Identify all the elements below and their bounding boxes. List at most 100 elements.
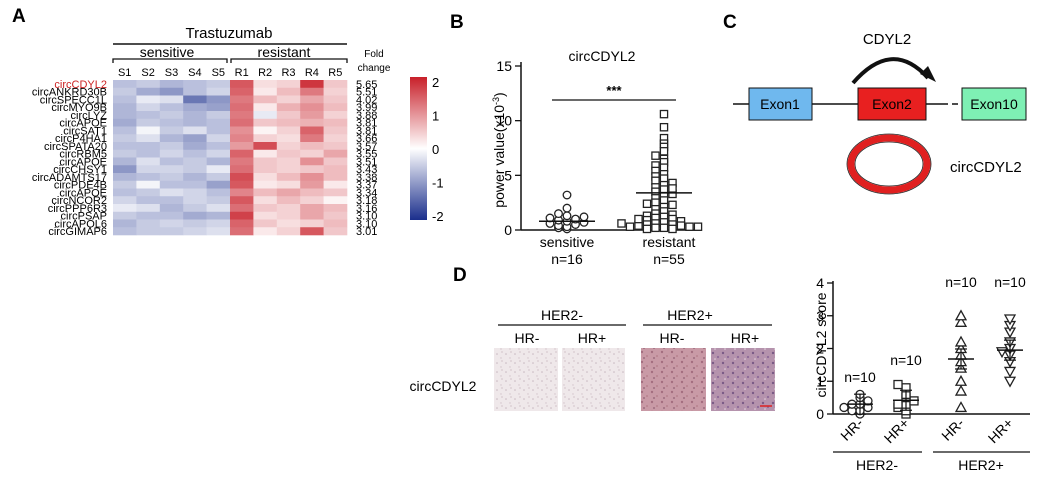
heatmap-cell bbox=[113, 111, 137, 120]
heatmap-cell bbox=[300, 157, 324, 166]
group-n-resistant: n=55 bbox=[653, 251, 685, 267]
heatmap-cell bbox=[206, 188, 231, 197]
heatmap-cell bbox=[183, 188, 207, 197]
heatmap-cell bbox=[136, 219, 161, 228]
heatmap-row-label: circNCOR2 bbox=[51, 195, 107, 207]
heatmap-cell bbox=[253, 111, 278, 120]
heatmap-col-label: R4 bbox=[305, 67, 319, 79]
heatmap-cell bbox=[253, 219, 278, 228]
heatmap-cell bbox=[300, 80, 324, 89]
heatmap-cell bbox=[206, 196, 231, 205]
heatmap-cell bbox=[300, 134, 324, 143]
scatter-d-ylabel: circCDYL2 score bbox=[813, 292, 829, 397]
ihc-row-label: circCDYL2 bbox=[410, 378, 477, 394]
heatmap-cell bbox=[183, 103, 207, 112]
heatmap-row-label: circSAT1 bbox=[63, 125, 107, 137]
scatter-d-group-her2pos: HER2+ bbox=[958, 457, 1004, 473]
heatmap-row-label: circLYZ bbox=[71, 110, 108, 122]
heatmap-cell bbox=[230, 111, 254, 120]
scatter-b-point bbox=[634, 214, 643, 224]
panel-b: B circCDYL2 power value(x10-3) 0 5 10 15 **… bbox=[450, 12, 703, 267]
fold-change-value: 3.37 bbox=[356, 180, 377, 192]
heatmap-cell bbox=[253, 180, 278, 189]
heatmap-col-label: S3 bbox=[165, 67, 178, 79]
ihc-header-hrpos-1: HR+ bbox=[578, 330, 606, 346]
heatmap-cell bbox=[323, 204, 348, 213]
fold-change-value: 3.88 bbox=[356, 110, 377, 122]
heatmap-group-sensitive: sensitive bbox=[140, 44, 195, 60]
splicing-arrow bbox=[851, 57, 930, 85]
gene-label: CDYL2 bbox=[863, 31, 911, 48]
heatmap-cell bbox=[323, 149, 348, 158]
heatmap-cell bbox=[136, 180, 161, 189]
heatmap-cell bbox=[183, 142, 207, 151]
heatmap-cell bbox=[300, 165, 324, 174]
heatmap-cell bbox=[206, 80, 231, 89]
heatmap-cell bbox=[159, 157, 184, 166]
heatmap-cell bbox=[300, 211, 324, 220]
heatmap-cell bbox=[276, 126, 301, 135]
heatmap-cell bbox=[159, 103, 184, 112]
heatmap-cell bbox=[206, 95, 231, 104]
heatmap-cell bbox=[253, 126, 278, 135]
fold-change-value: 4.02 bbox=[356, 94, 377, 106]
heatmap-cell bbox=[253, 134, 278, 143]
panel-c-letter: C bbox=[723, 12, 737, 33]
scatter-d-n-label: n=10 bbox=[844, 369, 876, 385]
heatmap-cell bbox=[230, 134, 254, 143]
heatmap-cell bbox=[300, 188, 324, 197]
heatmap-cell bbox=[113, 87, 137, 96]
heatmap-cell bbox=[113, 142, 137, 151]
heatmap-cell bbox=[253, 118, 278, 127]
heatmap-cell bbox=[183, 180, 207, 189]
colorbar-tick: 2 bbox=[432, 75, 439, 90]
scatter-b-point bbox=[562, 211, 572, 221]
heatmap-cell bbox=[253, 165, 278, 174]
scatter-d-xtick: HR- bbox=[837, 415, 866, 444]
heatmap-cell bbox=[253, 188, 278, 197]
panel-b-letter: B bbox=[450, 12, 464, 33]
heatmap-cell bbox=[230, 118, 254, 127]
heatmap-cell bbox=[136, 227, 161, 236]
scatter-b-point bbox=[659, 223, 669, 233]
scatter-d-n-label: n=10 bbox=[994, 274, 1026, 290]
heatmap-cell bbox=[159, 80, 184, 89]
heatmap-cell bbox=[206, 157, 231, 166]
heatmap-cell bbox=[253, 196, 278, 205]
ihc-header-hrpos-2: HR+ bbox=[731, 330, 759, 346]
heatmap-cell bbox=[113, 211, 137, 220]
heatmap-cell bbox=[300, 87, 324, 96]
heatmap-cell bbox=[159, 149, 184, 158]
fold-change-value: 3.18 bbox=[356, 195, 377, 207]
heatmap-col-label: R3 bbox=[281, 67, 295, 79]
heatmap-cell bbox=[276, 111, 301, 120]
scatter-b-ytick: 0 bbox=[504, 222, 512, 238]
heatmap-cell bbox=[136, 111, 161, 120]
heatmap-cell bbox=[323, 103, 348, 112]
ihc-header-her2pos: HER2+ bbox=[667, 307, 713, 323]
heatmap-cell bbox=[159, 196, 184, 205]
heatmap-cell bbox=[300, 204, 324, 213]
heatmap-cell bbox=[276, 95, 301, 104]
heatmap-cell bbox=[113, 95, 137, 104]
heatmap-cell bbox=[183, 227, 207, 236]
heatmap-cell bbox=[183, 80, 207, 89]
heatmap-cell bbox=[136, 80, 161, 89]
fold-change-value: 3.16 bbox=[356, 203, 377, 215]
heatmap-group-resistant: resistant bbox=[258, 44, 311, 60]
scatter-d-point bbox=[954, 335, 968, 347]
heatmap-cell bbox=[159, 111, 184, 120]
heatmap-cell bbox=[253, 149, 278, 158]
exon2-box bbox=[857, 87, 927, 121]
heatmap-cell bbox=[323, 196, 348, 205]
heatmap-cell bbox=[300, 180, 324, 189]
heatmap-cell bbox=[230, 196, 254, 205]
circrna-label: circCDYL2 bbox=[950, 159, 1022, 176]
panel-c: C CDYL2 Exon1 Exon2 Exon10 circCDYL2 bbox=[723, 12, 1027, 195]
heatmap-cell bbox=[300, 142, 324, 151]
heatmap-treatment-label: Trastuzumab bbox=[186, 25, 273, 42]
heatmap-row-label: circPPP6R3 bbox=[48, 203, 107, 215]
heatmap-cell bbox=[113, 134, 137, 143]
heatmap-cell bbox=[206, 173, 231, 182]
